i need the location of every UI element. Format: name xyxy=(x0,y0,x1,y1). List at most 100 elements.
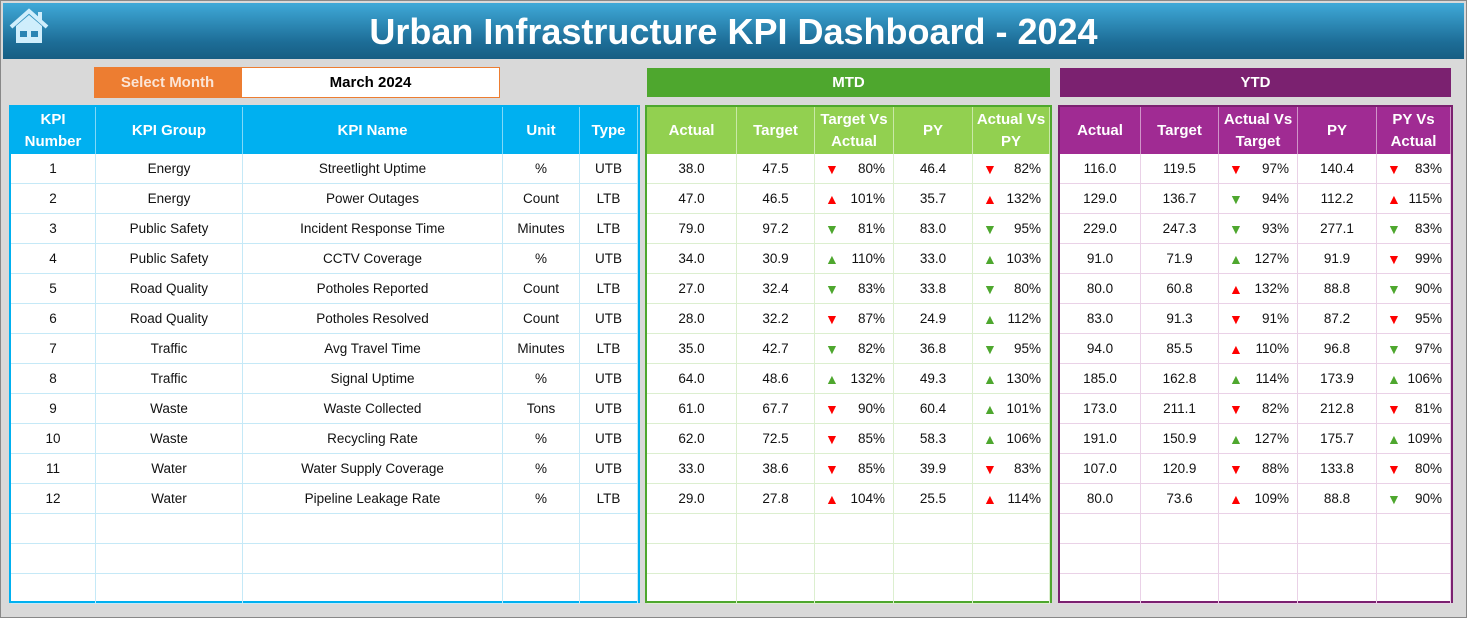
triangle-down-icon: ▼ xyxy=(1229,220,1243,237)
table-cell: ▼ 83% xyxy=(1377,214,1451,244)
percent-value: 83% xyxy=(1414,221,1442,236)
table-cell: 67.7 xyxy=(737,394,815,424)
table-cell: 48.6 xyxy=(737,364,815,394)
triangle-down-icon: ▼ xyxy=(983,280,997,297)
table-cell: 7 xyxy=(11,334,96,364)
table-cell: Waste xyxy=(96,424,243,454)
home-icon[interactable] xyxy=(7,7,51,47)
table-cell: 4 xyxy=(11,244,96,274)
table-cell: LTB xyxy=(580,214,638,244)
mtd-table: Actual Target Target Vs Actual PY Actual Vs PY… xyxy=(645,105,1052,604)
table-cell: 8 xyxy=(11,364,96,394)
table-row: 64.0 48.6 ▲ 132% 49.3 ▲ 130% xyxy=(647,364,1050,394)
percent-value: 95% xyxy=(1013,341,1041,356)
table-cell xyxy=(647,544,737,574)
table-cell xyxy=(11,574,96,604)
table-row: 91.0 71.9 ▲ 127% 91.9 ▼ 99% xyxy=(1060,244,1451,274)
table-cell xyxy=(580,574,638,604)
triangle-up-icon: ▲ xyxy=(983,370,997,387)
table-row: 28.0 32.2 ▼ 87% 24.9 ▲ 112% xyxy=(647,304,1050,334)
table-cell: 96.8 xyxy=(1298,334,1377,364)
table-cell: 173.9 xyxy=(1298,364,1377,394)
table-cell: 83.0 xyxy=(894,214,973,244)
percent-value: 82% xyxy=(1013,161,1041,176)
triangle-down-icon: ▼ xyxy=(1387,250,1401,267)
triangle-up-icon: ▲ xyxy=(983,310,997,327)
table-cell: ▼ 85% xyxy=(815,424,894,454)
table-cell: 47.0 xyxy=(647,184,737,214)
table-cell xyxy=(243,544,503,574)
percent-value: 104% xyxy=(850,491,885,506)
percent-value: 85% xyxy=(857,461,885,476)
table-cell: ▼ 83% xyxy=(973,454,1050,484)
table-cell: 175.7 xyxy=(1298,424,1377,454)
percent-value: 99% xyxy=(1414,251,1442,266)
table-cell: % xyxy=(503,154,580,184)
table-cell: UTB xyxy=(580,394,638,424)
table-cell: 133.8 xyxy=(1298,454,1377,484)
table-cell: 47.5 xyxy=(737,154,815,184)
table-cell: 88.8 xyxy=(1298,484,1377,514)
percent-value: 106% xyxy=(1407,371,1442,386)
table-cell: 30.9 xyxy=(737,244,815,274)
table-cell: Waste Collected xyxy=(243,394,503,424)
percent-value: 80% xyxy=(1013,281,1041,296)
table-cell: Minutes xyxy=(503,334,580,364)
table-cell: ▼ 93% xyxy=(1219,214,1298,244)
percent-value: 82% xyxy=(857,341,885,356)
percent-value: 82% xyxy=(1261,401,1289,416)
table-cell: ▼ 82% xyxy=(973,154,1050,184)
triangle-up-icon: ▲ xyxy=(825,490,839,507)
table-cell: ▲ 109% xyxy=(1219,484,1298,514)
kpi-info-table: KPI Number KPI Group KPI Name Unit Type 1 Energ… xyxy=(9,105,640,604)
table-cell xyxy=(1141,574,1219,604)
percent-value: 114% xyxy=(1007,491,1041,506)
percent-value: 132% xyxy=(1254,281,1289,296)
table-cell: ▲ 132% xyxy=(1219,274,1298,304)
table-cell: ▲ 101% xyxy=(815,184,894,214)
table-cell: 85.5 xyxy=(1141,334,1219,364)
table-cell: ▼ 85% xyxy=(815,454,894,484)
table-cell xyxy=(243,574,503,604)
table-cell: ▼ 97% xyxy=(1219,154,1298,184)
triangle-down-icon: ▼ xyxy=(825,310,839,327)
table-cell: 33.8 xyxy=(894,274,973,304)
triangle-up-icon: ▲ xyxy=(825,250,839,267)
table-row: 61.0 67.7 ▼ 90% 60.4 ▲ 101% xyxy=(647,394,1050,424)
table-cell: ▲ 115% xyxy=(1377,184,1451,214)
percent-value: 80% xyxy=(1414,461,1442,476)
header-row: KPI Number KPI Group KPI Name Unit Type xyxy=(11,107,638,154)
table-cell: 191.0 xyxy=(1060,424,1141,454)
table-cell xyxy=(1060,544,1141,574)
percent-value: 88% xyxy=(1261,461,1289,476)
triangle-up-icon: ▲ xyxy=(1229,430,1243,447)
triangle-down-icon: ▼ xyxy=(1229,460,1243,477)
triangle-down-icon: ▼ xyxy=(1387,280,1401,297)
column-header: PY xyxy=(1298,107,1377,154)
triangle-up-icon: ▲ xyxy=(1229,490,1243,507)
table-cell: ▼ 88% xyxy=(1219,454,1298,484)
table-cell: 39.9 xyxy=(894,454,973,484)
table-cell xyxy=(894,544,973,574)
table-cell xyxy=(580,514,638,544)
table-cell: 150.9 xyxy=(1141,424,1219,454)
table-cell: ▲ 127% xyxy=(1219,244,1298,274)
table-cell: % xyxy=(503,244,580,274)
table-cell: 35.0 xyxy=(647,334,737,364)
mtd-band: MTD xyxy=(647,68,1050,97)
table-cell: 94.0 xyxy=(1060,334,1141,364)
table-cell xyxy=(1298,574,1377,604)
triangle-down-icon: ▼ xyxy=(825,430,839,447)
table-cell xyxy=(894,514,973,544)
triangle-down-icon: ▼ xyxy=(1387,310,1401,327)
table-row xyxy=(647,544,1050,574)
percent-value: 85% xyxy=(857,431,885,446)
month-dropdown[interactable]: March 2024 xyxy=(241,67,500,98)
table-cell: ▼ 81% xyxy=(815,214,894,244)
table-cell: 119.5 xyxy=(1141,154,1219,184)
table-cell: ▲ 103% xyxy=(973,244,1050,274)
table-cell: 35.7 xyxy=(894,184,973,214)
table-row: 83.0 91.3 ▼ 91% 87.2 ▼ 95% xyxy=(1060,304,1451,334)
table-cell xyxy=(580,544,638,574)
percent-value: 106% xyxy=(1006,431,1041,446)
